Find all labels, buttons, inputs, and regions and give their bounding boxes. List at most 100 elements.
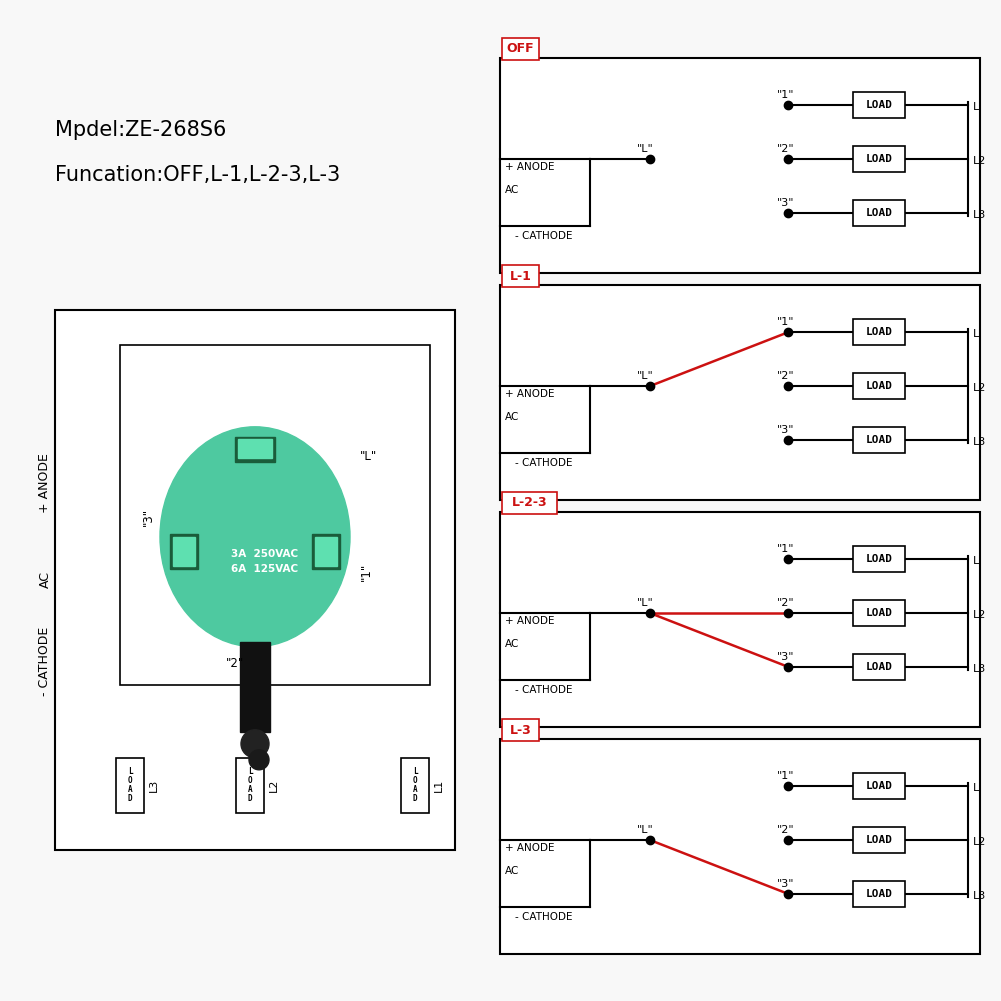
Bar xyxy=(853,146,905,172)
Ellipse shape xyxy=(160,426,350,647)
Text: L3: L3 xyxy=(973,664,986,674)
Text: - CATHODE: - CATHODE xyxy=(515,230,573,240)
Text: AC: AC xyxy=(505,866,520,876)
Text: "2": "2" xyxy=(777,598,795,608)
Bar xyxy=(500,739,980,954)
Text: "L": "L" xyxy=(637,371,654,381)
Text: L1: L1 xyxy=(434,779,444,792)
Text: "L": "L" xyxy=(360,450,377,463)
Text: AC: AC xyxy=(505,185,520,195)
Text: "3": "3" xyxy=(777,424,795,434)
Bar xyxy=(173,538,195,567)
Text: Mpdel:ZE-268S6: Mpdel:ZE-268S6 xyxy=(55,120,226,140)
Circle shape xyxy=(241,730,269,758)
Text: L-3: L-3 xyxy=(510,724,532,737)
Text: + ANODE: + ANODE xyxy=(505,389,555,399)
Bar xyxy=(116,758,144,813)
Text: LI: LI xyxy=(973,784,983,794)
Text: OFF: OFF xyxy=(507,42,535,55)
Text: "2": "2" xyxy=(777,144,795,154)
Text: L2: L2 xyxy=(973,837,986,847)
Text: AC: AC xyxy=(505,411,520,421)
Bar xyxy=(238,438,272,457)
Bar xyxy=(312,535,340,570)
Text: "L": "L" xyxy=(637,825,654,835)
Text: + ANODE: + ANODE xyxy=(505,616,555,626)
Text: L3: L3 xyxy=(973,891,986,901)
Text: L-2-3: L-2-3 xyxy=(512,496,548,510)
Bar xyxy=(853,547,905,573)
Text: "1": "1" xyxy=(777,772,795,782)
Bar xyxy=(500,285,980,500)
Bar xyxy=(235,436,275,461)
Text: L
O
A
D: L O A D xyxy=(128,767,132,803)
Text: "3": "3" xyxy=(777,652,795,662)
Text: LOAD: LOAD xyxy=(866,154,893,164)
Text: L3: L3 xyxy=(973,436,986,446)
Bar xyxy=(401,758,429,813)
Text: "1": "1" xyxy=(777,317,795,327)
Bar xyxy=(853,319,905,345)
Text: "L": "L" xyxy=(637,598,654,608)
Text: "1": "1" xyxy=(777,545,795,555)
Bar xyxy=(236,758,264,813)
Text: AC: AC xyxy=(505,639,520,649)
Text: + ANODE: + ANODE xyxy=(38,452,51,513)
Text: LOAD: LOAD xyxy=(866,608,893,618)
Text: L2: L2 xyxy=(973,383,986,393)
Text: LI: LI xyxy=(973,102,983,112)
Text: "2": "2" xyxy=(226,657,244,670)
Bar xyxy=(170,535,198,570)
Text: LOAD: LOAD xyxy=(866,100,893,110)
Bar xyxy=(55,310,455,850)
Bar xyxy=(315,538,337,567)
Text: L2: L2 xyxy=(269,779,279,792)
Bar xyxy=(853,426,905,452)
Text: LOAD: LOAD xyxy=(866,782,893,792)
Text: LI: LI xyxy=(973,557,983,567)
Text: L3: L3 xyxy=(973,210,986,220)
Text: LOAD: LOAD xyxy=(866,662,893,672)
Bar xyxy=(502,719,539,741)
Text: "1": "1" xyxy=(777,90,795,100)
Bar xyxy=(502,492,557,514)
Text: "3": "3" xyxy=(142,508,155,526)
Text: LOAD: LOAD xyxy=(866,889,893,899)
Bar xyxy=(853,827,905,853)
Bar xyxy=(853,200,905,226)
Bar xyxy=(120,345,430,685)
Text: "1": "1" xyxy=(360,563,373,581)
Bar xyxy=(853,774,905,800)
Circle shape xyxy=(249,750,269,770)
Text: "2": "2" xyxy=(777,371,795,381)
Text: + ANODE: + ANODE xyxy=(505,843,555,853)
Text: "3": "3" xyxy=(777,879,795,889)
Text: - CATHODE: - CATHODE xyxy=(515,685,573,695)
Text: LOAD: LOAD xyxy=(866,208,893,218)
Bar xyxy=(853,92,905,118)
Bar xyxy=(502,265,539,287)
Text: LI: LI xyxy=(973,329,983,339)
Text: AC: AC xyxy=(38,572,51,589)
Text: LOAD: LOAD xyxy=(866,381,893,391)
Bar xyxy=(500,58,980,273)
Text: L2: L2 xyxy=(973,156,986,166)
Text: L-1: L-1 xyxy=(510,269,532,282)
Text: - CATHODE: - CATHODE xyxy=(515,457,573,467)
Text: LOAD: LOAD xyxy=(866,327,893,337)
Bar xyxy=(500,512,980,727)
Text: LOAD: LOAD xyxy=(866,555,893,565)
Text: LOAD: LOAD xyxy=(866,434,893,444)
Bar xyxy=(853,881,905,907)
Bar xyxy=(853,654,905,680)
Text: L
O
A
D: L O A D xyxy=(247,767,252,803)
Text: Funcation:OFF,L-1,L-2-3,L-3: Funcation:OFF,L-1,L-2-3,L-3 xyxy=(55,165,340,185)
Text: + ANODE: + ANODE xyxy=(505,162,555,172)
Text: LOAD: LOAD xyxy=(866,835,893,845)
Text: - CATHODE: - CATHODE xyxy=(38,627,51,696)
Text: L3: L3 xyxy=(149,779,159,792)
Text: 3A  250VAC
6A  125VAC: 3A 250VAC 6A 125VAC xyxy=(231,550,298,575)
Text: L2: L2 xyxy=(973,610,986,620)
Text: "2": "2" xyxy=(777,825,795,835)
Text: "L": "L" xyxy=(637,144,654,154)
